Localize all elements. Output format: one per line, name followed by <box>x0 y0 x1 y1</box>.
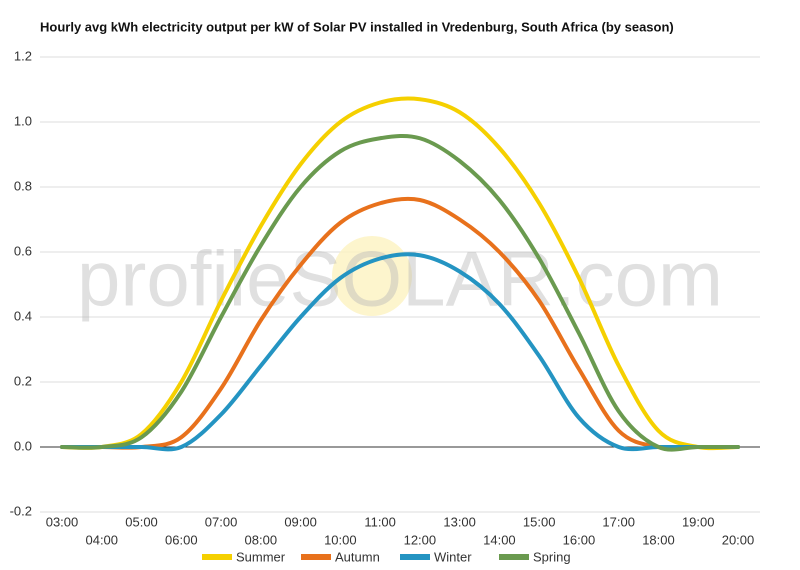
legend-swatch <box>400 554 430 560</box>
series-line <box>60 134 740 452</box>
x-tick-label: 14:00 <box>483 532 516 547</box>
legend-label: Autumn <box>335 549 380 564</box>
x-tick-label: 10:00 <box>324 532 357 547</box>
x-tick-label: 15:00 <box>523 514 556 529</box>
x-tick-label: 11:00 <box>364 514 396 529</box>
x-tick-label: 20:00 <box>722 532 755 547</box>
y-tick-label: 0.4 <box>14 308 32 323</box>
y-tick-label: 1.0 <box>14 113 32 128</box>
legend-swatch <box>301 554 331 560</box>
x-tick-label: 19:00 <box>682 514 715 529</box>
y-tick-label: 0.6 <box>14 243 32 258</box>
y-tick-label: 1.2 <box>14 48 32 63</box>
series-line <box>60 252 740 452</box>
x-tick-label: 16:00 <box>563 532 596 547</box>
y-tick-label: -0.2 <box>10 503 32 518</box>
x-tick-label: 18:00 <box>642 532 675 547</box>
legend-label: Spring <box>533 549 571 564</box>
x-tick-label: 17:00 <box>602 514 635 529</box>
x-tick-label: 13:00 <box>443 514 476 529</box>
x-tick-label: 12:00 <box>404 532 437 547</box>
chart-title: Hourly avg kWh electricity output per kW… <box>40 19 674 34</box>
series-line <box>60 196 740 451</box>
legend-label: Winter <box>434 549 472 564</box>
x-tick-label: 05:00 <box>125 514 158 529</box>
x-tick-label: 08:00 <box>245 532 278 547</box>
y-tick-label: 0.0 <box>14 438 32 453</box>
y-tick-label: 0.2 <box>14 373 32 388</box>
y-tick-label: 0.8 <box>14 178 32 193</box>
x-tick-label: 03:00 <box>46 514 79 529</box>
x-tick-label: 04:00 <box>85 532 118 547</box>
watermark: profileSOLAR.com <box>77 235 723 323</box>
legend-swatch <box>499 554 529 560</box>
series-line <box>60 96 740 451</box>
x-tick-label: 06:00 <box>165 532 198 547</box>
legend-label: Summer <box>236 549 286 564</box>
legend-swatch <box>202 554 232 560</box>
x-tick-label: 07:00 <box>205 514 238 529</box>
x-tick-label: 09:00 <box>284 514 317 529</box>
